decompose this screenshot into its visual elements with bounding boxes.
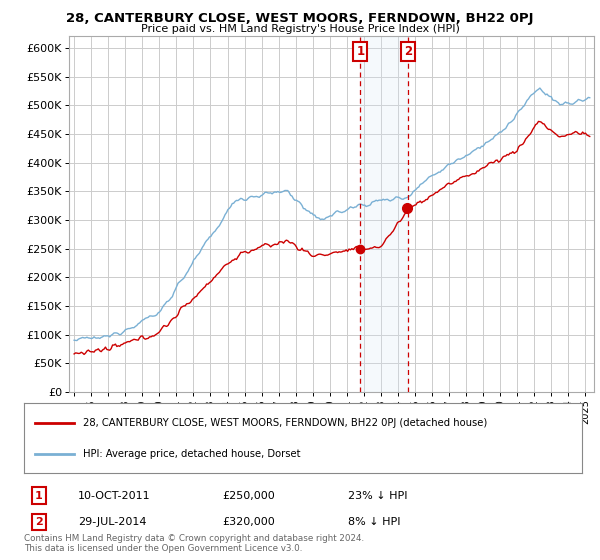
Text: 1: 1: [356, 45, 364, 58]
Text: 10-OCT-2011: 10-OCT-2011: [78, 491, 151, 501]
Text: HPI: Average price, detached house, Dorset: HPI: Average price, detached house, Dors…: [83, 449, 300, 459]
Bar: [361, 36, 408, 392]
Text: 29-JUL-2014: 29-JUL-2014: [78, 517, 146, 527]
Text: 2: 2: [404, 45, 412, 58]
Text: 8% ↓ HPI: 8% ↓ HPI: [348, 517, 401, 527]
Text: 2: 2: [35, 517, 43, 527]
Text: Price paid vs. HM Land Registry's House Price Index (HPI): Price paid vs. HM Land Registry's House …: [140, 24, 460, 34]
Text: 23% ↓ HPI: 23% ↓ HPI: [348, 491, 407, 501]
Text: 1: 1: [35, 491, 43, 501]
Text: Contains HM Land Registry data © Crown copyright and database right 2024.
This d: Contains HM Land Registry data © Crown c…: [24, 534, 364, 553]
Text: 28, CANTERBURY CLOSE, WEST MOORS, FERNDOWN, BH22 0PJ (detached house): 28, CANTERBURY CLOSE, WEST MOORS, FERNDO…: [83, 418, 487, 428]
Text: 28, CANTERBURY CLOSE, WEST MOORS, FERNDOWN, BH22 0PJ: 28, CANTERBURY CLOSE, WEST MOORS, FERNDO…: [66, 12, 534, 25]
Text: £250,000: £250,000: [222, 491, 275, 501]
Text: £320,000: £320,000: [222, 517, 275, 527]
